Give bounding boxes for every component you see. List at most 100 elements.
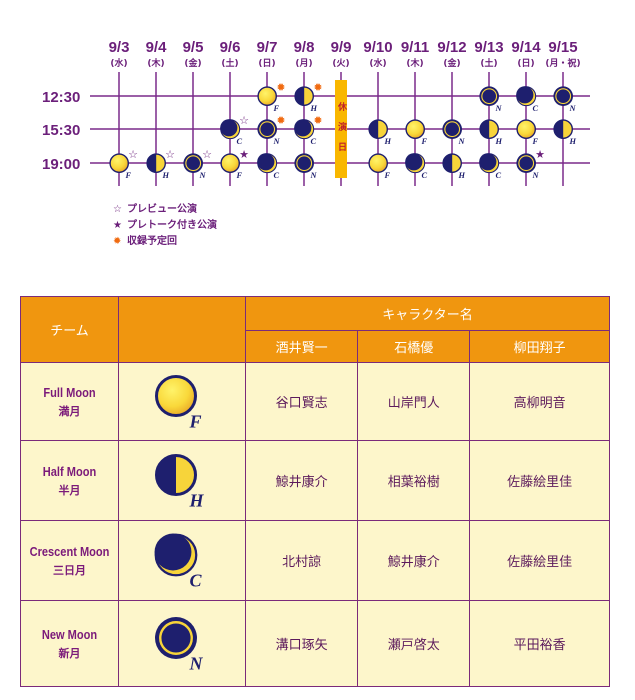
date-label: 9/9 xyxy=(331,39,352,56)
black-star-icon: ★ xyxy=(535,148,545,161)
cast-name: 谷口賢志 xyxy=(244,362,359,441)
black-star-icon: ★ xyxy=(113,220,122,231)
legend-recording: ✹ 収録予定回 xyxy=(113,236,177,247)
sun-icon: ✹ xyxy=(276,114,285,127)
crescent-moon-icon: C xyxy=(257,153,280,180)
svg-text:N: N xyxy=(458,137,466,146)
weekday-label: (土) xyxy=(480,57,497,69)
svg-text:C: C xyxy=(422,171,428,180)
cast-name: 平田裕香 xyxy=(469,600,610,687)
weekday-label: (木) xyxy=(147,57,164,69)
team-header: チーム xyxy=(20,296,119,363)
half-moon-icon: H xyxy=(146,153,170,180)
cast-name: 溝口琢矢 xyxy=(244,600,359,687)
character-name: 酒井賢一 xyxy=(244,330,359,363)
svg-text:C: C xyxy=(237,137,243,146)
weekday-label: (木) xyxy=(406,57,423,69)
character-header: キャラクター名 xyxy=(245,296,610,331)
new-moon-icon: N xyxy=(479,86,503,113)
svg-text:C: C xyxy=(496,171,502,180)
svg-text:N: N xyxy=(532,171,540,180)
sun-icon: ✹ xyxy=(276,81,285,94)
crescent-moon-icon: C xyxy=(154,533,203,590)
cast-name: 瀬戸啓太 xyxy=(357,600,471,687)
svg-text:N: N xyxy=(569,104,577,113)
svg-text:C: C xyxy=(311,137,317,146)
team-cast-table: チーム キャラクター名 酒井賢一 石橋優 柳田翔子 Full Moon 満月 F … xyxy=(20,296,610,687)
cast-name: 鯨井康介 xyxy=(244,440,359,521)
full-moon-icon: F xyxy=(109,153,132,180)
svg-text:H: H xyxy=(384,137,392,146)
time-label: 12:30 xyxy=(42,89,80,106)
crescent-moon-icon: C xyxy=(405,153,428,180)
new-moon-icon: N xyxy=(155,616,204,673)
svg-text:F: F xyxy=(421,137,428,146)
date-label: 9/7 xyxy=(257,39,278,56)
svg-text:F: F xyxy=(125,171,132,180)
date-label: 9/11 xyxy=(401,39,429,56)
team-icon-cell: C xyxy=(118,520,246,601)
cast-name: 高柳明音 xyxy=(469,362,610,441)
sun-icon: ✹ xyxy=(313,81,322,94)
svg-text:F: F xyxy=(532,137,539,146)
new-moon-icon: N xyxy=(294,153,318,180)
white-star-icon: ☆ xyxy=(128,148,138,161)
weekday-label: (金) xyxy=(443,57,460,69)
date-label: 9/4 xyxy=(146,39,168,56)
date-label: 9/12 xyxy=(437,39,466,56)
cast-name: 佐藤絵里佳 xyxy=(469,520,610,601)
character-name: 柳田翔子 xyxy=(469,330,610,363)
full-moon-icon: F xyxy=(155,374,202,431)
crescent-moon-icon: C xyxy=(294,119,317,146)
svg-text:F: F xyxy=(236,171,243,180)
crescent-moon-icon: C xyxy=(516,86,539,113)
team-name-cell: Half Moon 半月 xyxy=(20,440,119,521)
team-row: Full Moon 満月 F 谷口賢志 山岸門人 高柳明音 xyxy=(20,362,610,441)
legend-pretalk: ★ プレトーク付き公演 xyxy=(113,220,217,231)
date-label: 9/15 xyxy=(548,39,577,56)
team-icon-cell: F xyxy=(118,362,246,441)
team-row: New Moon 新月 N 溝口琢矢 瀬戸啓太 平田裕香 xyxy=(20,600,610,687)
date-label: 9/8 xyxy=(294,39,315,56)
time-label: 19:00 xyxy=(42,156,80,173)
schedule-grid: 12:3015:3019:009/3(水)F☆9/4(木)H☆9/5(金)N☆9… xyxy=(42,39,590,186)
cast-name: 佐藤絵里佳 xyxy=(469,440,610,521)
half-moon-icon: H xyxy=(553,119,577,146)
svg-text:H: H xyxy=(310,104,318,113)
svg-text:N: N xyxy=(273,137,281,146)
legend-preview: ☆ プレビュー公演 xyxy=(113,204,197,215)
cast-name: 山岸門人 xyxy=(357,362,471,441)
team-name-cell: New Moon 新月 xyxy=(20,600,119,687)
date-label: 9/13 xyxy=(474,39,503,56)
weekday-label: (月・祝) xyxy=(545,57,580,69)
new-moon-icon: N xyxy=(553,86,577,113)
sun-icon: ✹ xyxy=(113,236,122,247)
svg-text:N: N xyxy=(310,171,318,180)
time-label: 15:30 xyxy=(42,122,80,139)
svg-text:C: C xyxy=(190,570,203,590)
weekday-label: (土) xyxy=(221,57,238,69)
half-moon-icon: H xyxy=(368,119,392,146)
svg-text:C: C xyxy=(274,171,280,180)
full-moon-icon: F xyxy=(516,119,539,146)
cast-name: 相葉裕樹 xyxy=(357,440,471,521)
icon-header xyxy=(118,296,246,363)
cast-name: 北村諒 xyxy=(244,520,359,601)
svg-text:N: N xyxy=(199,171,207,180)
date-label: 9/14 xyxy=(511,39,541,56)
date-label: 9/6 xyxy=(220,39,241,56)
half-moon-icon: H xyxy=(294,86,318,113)
new-moon-icon: N xyxy=(516,153,540,180)
team-icon-cell: H xyxy=(118,440,246,521)
rest-day-label: 休演日 xyxy=(336,102,346,162)
crescent-moon-icon: C xyxy=(479,153,502,180)
weekday-label: (金) xyxy=(184,57,201,69)
team-name-cell: Crescent Moon 三日月 xyxy=(20,520,119,601)
svg-text:C: C xyxy=(533,104,539,113)
svg-text:N: N xyxy=(495,104,503,113)
weekday-label: (水) xyxy=(369,57,386,69)
svg-text:F: F xyxy=(189,411,202,431)
new-moon-icon: N xyxy=(257,119,281,146)
cast-name: 鯨井康介 xyxy=(357,520,471,601)
white-star-icon: ☆ xyxy=(113,204,122,215)
